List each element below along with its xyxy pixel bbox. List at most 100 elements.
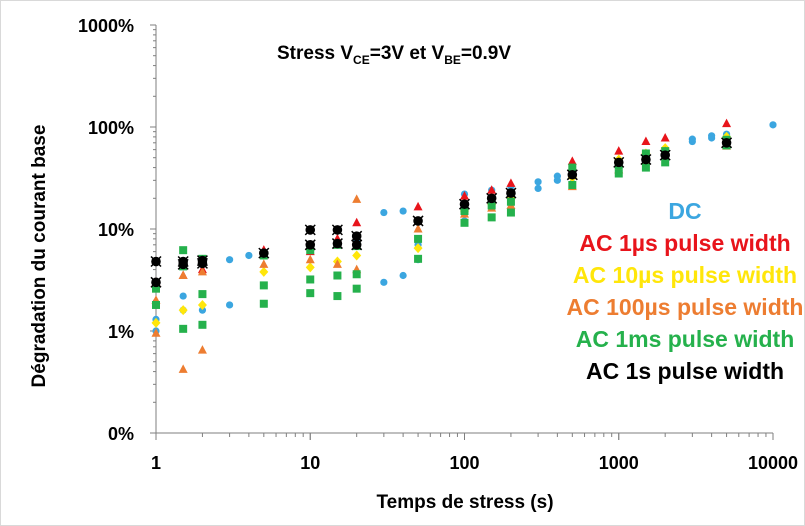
data-point	[506, 178, 516, 187]
data-point	[304, 239, 316, 251]
series-5	[150, 137, 733, 288]
marker-cross	[486, 192, 498, 204]
data-point	[197, 266, 207, 276]
data-point	[568, 163, 577, 172]
data-point	[486, 192, 498, 204]
marker-cross	[304, 239, 316, 251]
y-tick-label: 0%	[108, 424, 134, 444]
legend-item: DC	[668, 198, 701, 224]
data-point	[641, 136, 651, 146]
data-point	[613, 156, 625, 168]
x-tick-label: 1000	[599, 453, 639, 473]
marker-cross	[458, 198, 471, 210]
data-point	[306, 275, 315, 284]
data-point	[306, 246, 315, 255]
data-point	[198, 290, 207, 299]
data-point	[151, 317, 161, 328]
marker-cross	[721, 137, 733, 149]
data-point	[487, 185, 497, 194]
data-point	[259, 299, 268, 308]
data-point	[152, 284, 160, 293]
data-point	[553, 172, 561, 180]
data-point	[568, 181, 577, 190]
data-point	[399, 271, 407, 280]
data-point	[196, 257, 208, 269]
legend-item: AC 1ms pulse width	[576, 326, 795, 352]
data-point	[659, 149, 671, 161]
data-point	[179, 246, 188, 255]
x-tick-label: 10	[300, 453, 320, 473]
marker-cross	[304, 224, 316, 236]
data-point	[305, 262, 315, 273]
y-tick-label: 10%	[98, 220, 134, 240]
legend-item: AC 100µs pulse width	[567, 294, 804, 320]
data-point	[660, 133, 670, 142]
data-point	[150, 276, 162, 288]
legend: DC AC 1µs pulse width AC 10µs pulse width A…	[567, 198, 804, 384]
data-point	[259, 281, 268, 290]
legend-item: AC 1s pulse width	[586, 358, 784, 384]
data-point	[245, 251, 253, 260]
x-tick-label: 1	[151, 453, 161, 473]
data-point	[333, 292, 342, 301]
data-point	[534, 184, 542, 193]
data-points	[150, 118, 777, 373]
legend-item: AC 10µs pulse width	[573, 262, 797, 288]
data-point	[380, 278, 388, 286]
data-point	[534, 178, 542, 186]
y-tick-label: 100%	[88, 118, 134, 138]
data-point	[640, 153, 652, 166]
data-point	[352, 250, 362, 261]
data-point	[641, 163, 650, 172]
data-point	[722, 118, 732, 128]
data-point	[331, 224, 343, 236]
data-point	[332, 259, 342, 268]
data-point	[178, 270, 188, 280]
data-point	[414, 254, 423, 263]
data-point	[567, 156, 577, 165]
data-point	[721, 137, 733, 149]
data-point	[259, 266, 269, 277]
y-tick-label: 1000%	[78, 16, 134, 36]
marker-cross	[331, 224, 343, 236]
data-point	[413, 243, 423, 254]
data-point	[178, 364, 188, 373]
data-point	[178, 305, 188, 316]
series-1	[151, 118, 732, 286]
data-point	[614, 169, 623, 178]
data-point	[412, 215, 424, 227]
data-point	[258, 247, 270, 259]
data-point	[487, 201, 496, 210]
data-point	[225, 301, 234, 309]
data-point	[198, 320, 207, 329]
data-point	[708, 132, 716, 140]
data-point	[661, 158, 670, 167]
data-point	[304, 224, 316, 236]
data-point	[333, 271, 342, 280]
marker-cross	[659, 149, 671, 161]
data-point	[641, 149, 650, 158]
x-axis-title: Temps de stress (s)	[376, 492, 553, 513]
data-point	[506, 197, 515, 206]
data-point	[614, 146, 624, 155]
data-point	[179, 324, 188, 333]
stress-annotation: Stress VCE=3V et VBE=0.9V	[277, 43, 511, 67]
data-point	[458, 198, 471, 210]
data-point	[305, 254, 315, 264]
data-point	[352, 284, 361, 293]
data-point	[198, 306, 207, 314]
y-tick-label: 1%	[108, 322, 134, 342]
data-point	[151, 328, 161, 337]
data-point	[351, 239, 363, 251]
x-tick-label: 100	[449, 453, 479, 473]
data-point	[460, 218, 469, 227]
marker-cross	[351, 230, 363, 242]
data-point	[413, 224, 423, 233]
data-point	[399, 207, 407, 215]
marker-cross	[258, 247, 270, 259]
marker-cross	[566, 169, 578, 181]
marker-cross	[351, 239, 363, 251]
data-point	[506, 208, 515, 217]
data-point	[460, 191, 469, 200]
